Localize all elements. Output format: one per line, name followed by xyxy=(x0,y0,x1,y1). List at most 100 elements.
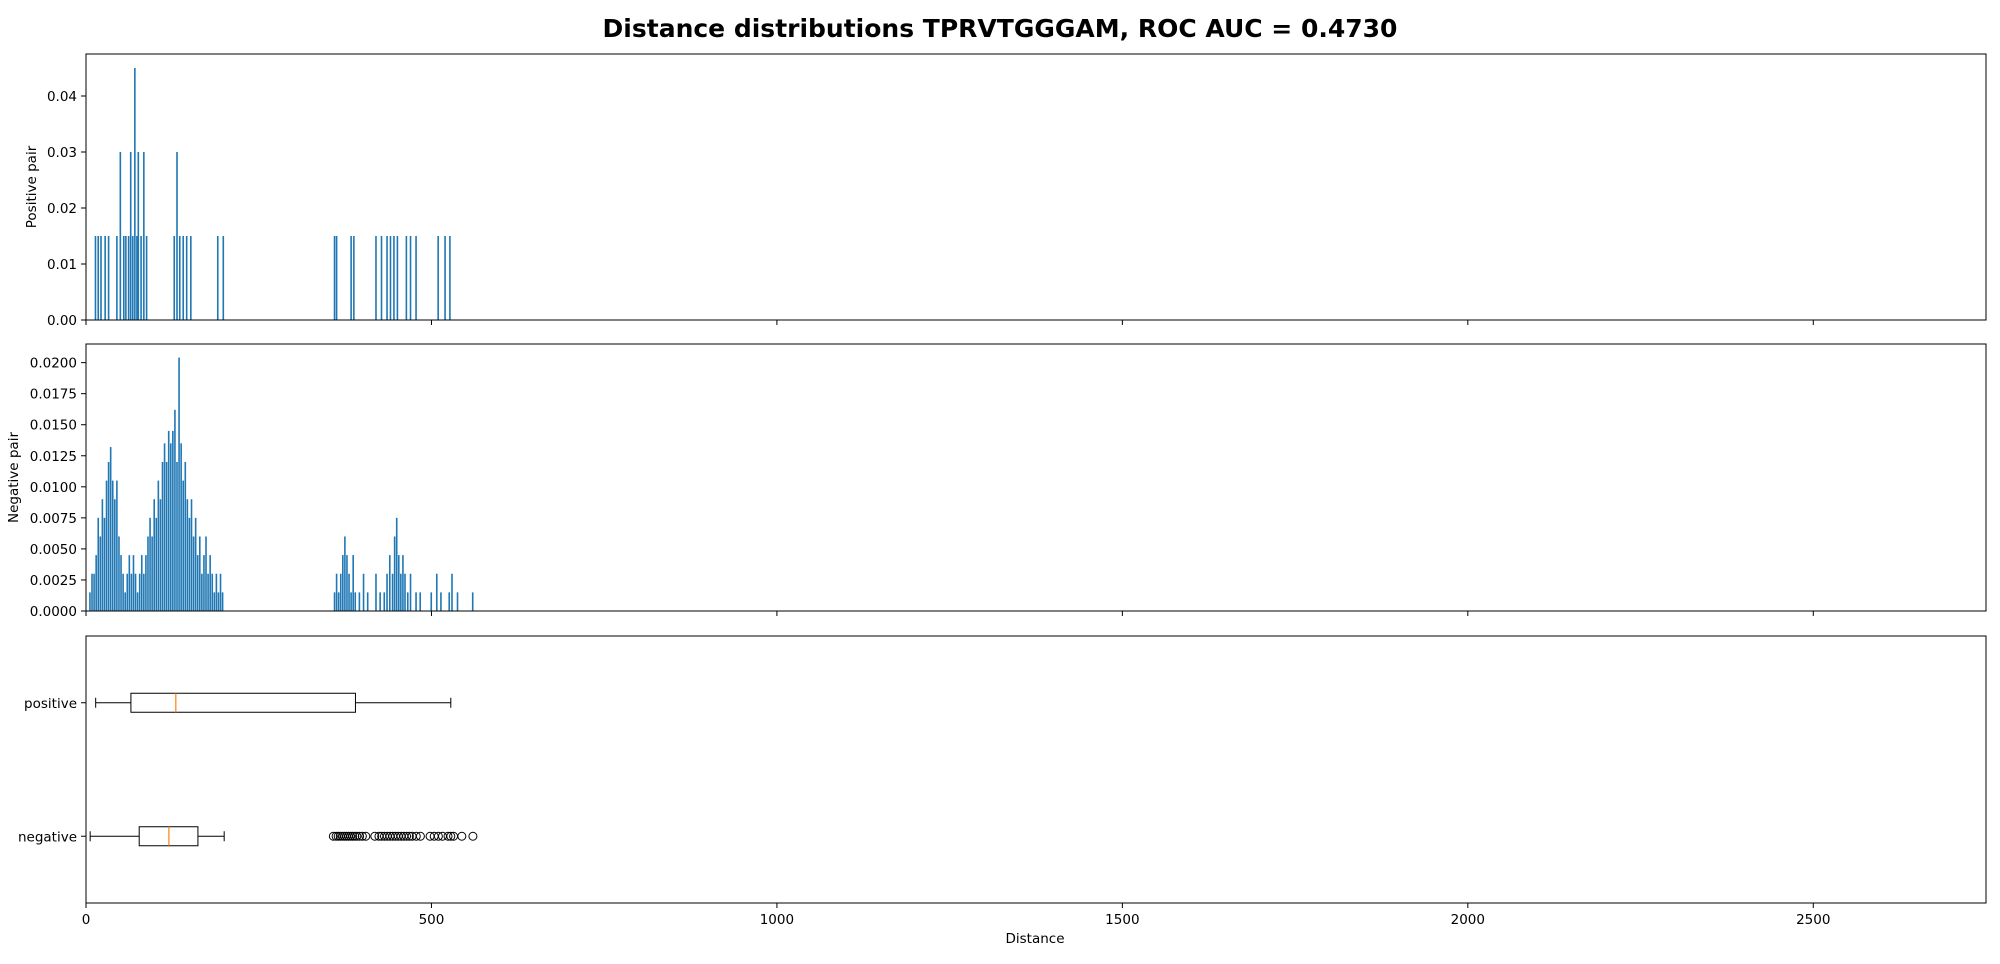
histogram-bar xyxy=(383,592,386,611)
histogram-bar xyxy=(169,443,172,611)
outlier-point xyxy=(468,831,478,841)
histogram-bar xyxy=(140,555,143,611)
histogram-bar xyxy=(95,555,97,611)
histogram-bar xyxy=(107,236,110,320)
histogram-bar xyxy=(471,592,474,611)
histogram-bar xyxy=(147,536,149,611)
histogram-bar xyxy=(415,592,417,611)
histogram-bar xyxy=(402,555,404,611)
histogram-bar xyxy=(105,480,108,611)
y-tick-label: positive xyxy=(24,696,77,712)
histogram-bar xyxy=(157,480,160,611)
outlier-point xyxy=(402,831,412,841)
histogram-bar xyxy=(451,573,453,611)
histogram-bar xyxy=(192,536,195,611)
histogram-bar xyxy=(437,236,439,320)
histogram-bar xyxy=(167,430,170,611)
histogram-bar xyxy=(176,461,178,611)
histogram-bar xyxy=(104,236,106,320)
histogram-bar xyxy=(188,517,191,611)
box-iqr xyxy=(130,692,356,713)
outlier-point xyxy=(361,831,371,841)
histogram-bar xyxy=(134,68,136,320)
y-tick-label: 0.0025 xyxy=(30,573,77,589)
y-tick-label: 0.0000 xyxy=(30,604,77,620)
histogram-bar xyxy=(151,536,153,611)
outlier-point xyxy=(443,831,453,841)
histogram-bar xyxy=(125,236,127,320)
histogram-bar xyxy=(178,236,181,320)
y-tick-label: 0.0075 xyxy=(30,511,77,527)
histogram-bar xyxy=(333,236,336,320)
chart-title: Distance distributions TPRVTGGGAM, ROC A… xyxy=(603,14,1398,43)
histogram-bar xyxy=(430,592,433,611)
outlier-point xyxy=(348,831,358,841)
histogram-bar xyxy=(107,461,110,611)
histogram-bar xyxy=(194,517,197,611)
histogram-bar xyxy=(97,236,100,320)
histogram-bar xyxy=(346,555,348,611)
histogram-bar xyxy=(176,152,178,320)
histogram-bar xyxy=(342,555,344,611)
histogram-bar xyxy=(419,592,421,611)
outlier-point xyxy=(346,831,356,841)
x-tick-label: 1000 xyxy=(760,912,794,928)
outlier-point xyxy=(357,831,367,841)
histogram-bar xyxy=(178,357,180,611)
histogram-bar xyxy=(123,236,125,320)
outlier-point xyxy=(457,831,467,841)
histogram-bar xyxy=(114,499,116,611)
histogram-bar xyxy=(389,555,391,611)
histogram-bar xyxy=(393,236,395,320)
histogram-bar xyxy=(120,555,122,611)
histogram-bar xyxy=(409,573,412,611)
histogram-bar xyxy=(435,573,438,611)
y-tick-label: 0.0125 xyxy=(30,449,77,465)
histogram-bar xyxy=(134,573,137,611)
histogram-bar xyxy=(99,536,102,611)
histogram-bar xyxy=(337,592,340,611)
histogram-bar xyxy=(386,236,388,320)
histogram-bar xyxy=(440,592,442,611)
histogram-bar xyxy=(348,573,350,611)
histogram-bar xyxy=(219,573,222,611)
histogram-bar xyxy=(89,592,91,611)
histogram-bar xyxy=(389,236,392,320)
histogram-bar xyxy=(216,236,219,320)
histogram-bar xyxy=(182,236,185,320)
histogram-bar xyxy=(352,555,354,611)
axes-frame xyxy=(85,343,1987,612)
histogram-bar xyxy=(395,517,398,611)
histogram-bar xyxy=(180,443,182,611)
histogram-bar xyxy=(409,236,412,320)
histogram-bar xyxy=(405,236,408,320)
outlier-point xyxy=(355,831,365,841)
histogram-bar xyxy=(354,592,357,611)
y-tick-label: 0.0100 xyxy=(30,480,77,496)
histogram-bar xyxy=(207,573,209,611)
y-tick-label: 0.0150 xyxy=(30,418,77,434)
histogram-bar xyxy=(190,499,193,611)
histogram-bar xyxy=(124,592,126,611)
histogram-bar xyxy=(101,499,104,611)
histogram-bar xyxy=(174,409,176,611)
histogram-bar xyxy=(211,573,214,611)
y-tick-label: 0.00 xyxy=(47,313,77,329)
outlier-point xyxy=(433,831,443,841)
y-tick-label: 0.0050 xyxy=(30,542,77,558)
axes-frame xyxy=(85,53,1987,321)
histogram-bar xyxy=(153,499,155,611)
histogram-bar xyxy=(186,499,189,611)
x-tick-label: 500 xyxy=(419,912,445,928)
outlier-point xyxy=(446,831,456,841)
histogram-bar xyxy=(362,573,365,611)
histogram-bar xyxy=(94,236,97,320)
histogram-bar xyxy=(199,536,201,611)
histogram-bar xyxy=(155,517,158,611)
histogram-bar xyxy=(130,573,133,611)
x-tick-label: 1500 xyxy=(1105,912,1139,928)
histogram-bar xyxy=(335,236,338,320)
histogram-bar xyxy=(118,536,120,611)
histogram-bar xyxy=(185,236,188,320)
histogram-bar xyxy=(145,555,147,611)
